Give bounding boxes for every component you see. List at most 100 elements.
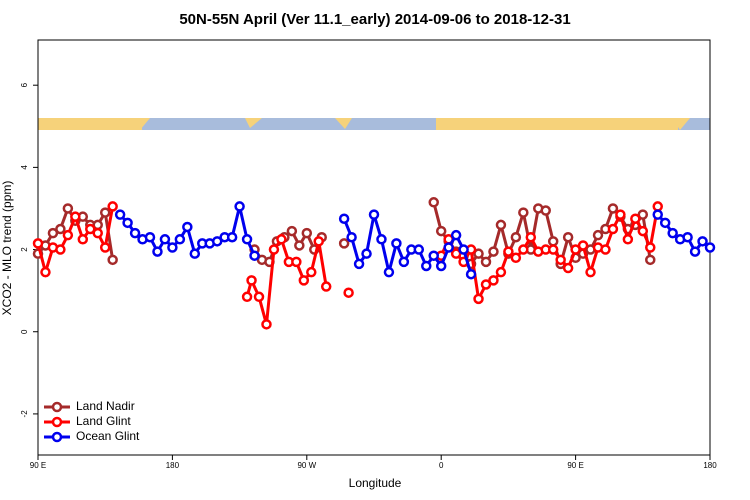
legend-label: Ocean Glint [76,429,140,443]
data-point [652,209,663,220]
data-point [637,209,649,220]
data-point [510,252,522,264]
data-point [383,266,395,278]
data-point [107,254,118,266]
x-tick-label: 90 E [30,461,46,470]
data-point [246,275,257,286]
data-point [510,231,522,243]
data-point [413,244,425,255]
data-point [547,236,559,247]
data-point [77,234,89,245]
x-axis-label: Longitude [349,476,402,490]
data-point [428,250,439,261]
data-point [55,223,66,235]
data-point [450,248,462,259]
data-point [421,260,432,272]
data-point [47,227,59,239]
data-point [480,256,492,268]
data-point [540,205,551,216]
data-point [338,238,350,249]
data-point [495,266,507,278]
data-point [294,240,305,251]
y-tick-label: 2 [20,247,29,252]
data-point [682,231,693,243]
data-point [306,266,317,278]
data-point [615,209,626,220]
data-point [226,231,238,243]
data-point [645,254,656,266]
y-tick-label: 6 [20,82,29,87]
data-point [338,213,350,224]
data-point [630,213,641,224]
data-point [562,231,574,243]
data-point [40,266,51,278]
x-tick-label: 180 [703,461,717,470]
data-point [473,248,484,259]
data-point [253,291,265,303]
data-point [167,242,178,253]
data-point [99,207,111,218]
data-point [577,240,589,251]
data-point [518,207,529,218]
data-point [503,246,514,257]
data-point [637,225,649,237]
data-point [443,242,454,253]
data-point [488,246,499,257]
data-point [562,262,574,274]
data-point [62,229,74,241]
data-point [570,244,581,255]
data-point [518,244,529,255]
data-point [555,254,566,266]
data-point [480,279,492,290]
data-point [32,238,44,249]
data-point [55,244,66,255]
data-point [92,227,103,239]
legend-marker [51,416,63,428]
land-ocean-strip [38,118,710,130]
data-point [585,266,596,278]
data-point [85,223,96,235]
x-tick-label: 0 [439,461,444,470]
data-point [450,229,462,241]
data-point [592,229,604,241]
data-point [376,234,387,245]
data-point [607,203,619,214]
data-point [343,287,354,298]
data-point [189,248,201,259]
y-tick-label: 4 [20,165,29,170]
data-point [291,256,302,268]
data-point [346,231,357,243]
data-point [428,197,439,208]
data-point [211,236,223,247]
data-point [525,231,537,243]
data-point [398,256,410,268]
data-point [249,250,260,261]
data-point [607,223,619,235]
data-point [689,246,701,257]
data-point [704,242,716,253]
data-point [313,236,324,247]
x-tick-label: 90 E [567,461,583,470]
data-point [473,293,484,305]
data-point [488,275,499,286]
data-point [107,201,118,212]
data-point [301,227,313,239]
data-point [122,217,133,229]
data-point [286,225,298,237]
data-point [276,234,287,245]
data-point [600,244,611,255]
data-point [495,219,507,231]
data-point [268,244,280,255]
data-point [159,234,171,245]
data-point [353,258,365,270]
legend-label: Land Glint [76,414,131,428]
data-point [70,211,81,222]
data-point [361,248,372,259]
data-point [368,209,380,220]
data-point [465,268,477,280]
y-tick-label: 0 [20,329,29,334]
data-point [622,234,634,245]
data-point [261,319,272,330]
data-point [659,217,671,229]
